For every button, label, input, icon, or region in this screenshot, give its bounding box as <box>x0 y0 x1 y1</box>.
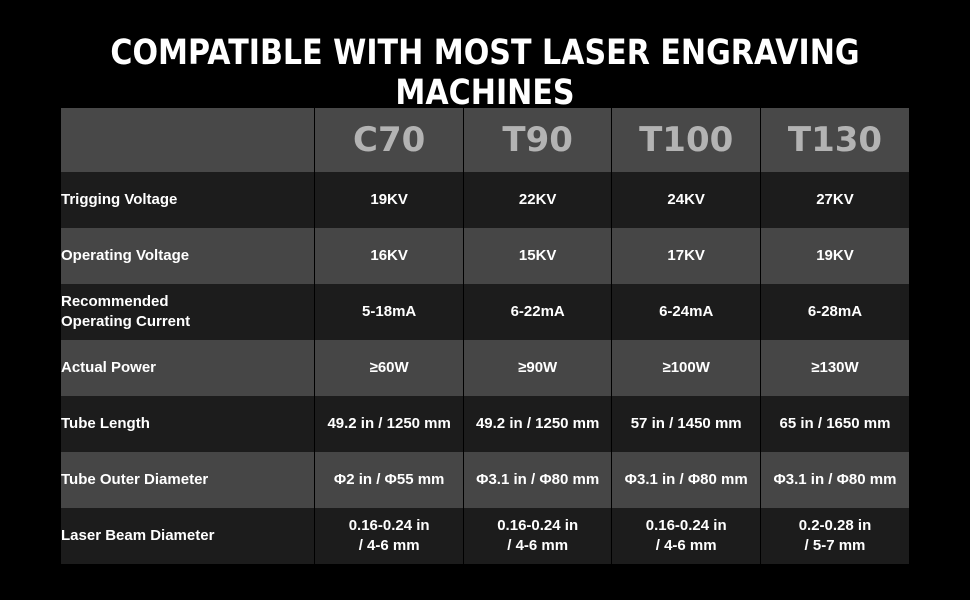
cell-value: 65 in / 1650 mm <box>759 396 909 452</box>
row-label: Recommended Operating Current <box>61 284 315 340</box>
table-row-operating-current: Recommended Operating Current 5-18mA 6-2… <box>61 284 909 340</box>
model-header-t100: T100 <box>611 108 761 172</box>
cell-value-line: / 4-6 mm <box>358 537 420 554</box>
cell-value: 17KV <box>611 228 761 284</box>
cell-value: Φ3.1 in / Φ80 mm <box>611 452 761 508</box>
cell-value: ≥60W <box>314 340 464 396</box>
cell-value: ≥130W <box>759 340 909 396</box>
table-row-trigging-voltage: Trigging Voltage 19KV 22KV 24KV 27KV <box>61 172 909 228</box>
row-label: Tube Outer Diameter <box>61 452 315 508</box>
table-row-tube-outer-diameter: Tube Outer Diameter Φ2 in / Φ55 mm Φ3.1 … <box>61 452 909 508</box>
cell-value-line: 0.16-0.24 in <box>645 517 727 534</box>
table-row-laser-beam-diameter: Laser Beam Diameter 0.16-0.24 in / 4-6 m… <box>61 508 909 564</box>
model-header-t90: T90 <box>462 108 612 172</box>
cell-value: 57 in / 1450 mm <box>611 396 761 452</box>
cell-value: 6-22mA <box>462 284 612 340</box>
cell-value-line: 0.2-0.28 in <box>798 517 872 534</box>
cell-value: 19KV <box>759 228 909 284</box>
row-label: Laser Beam Diameter <box>61 508 315 564</box>
cell-value: 0.16-0.24 in / 4-6 mm <box>462 508 612 564</box>
cell-value: 24KV <box>611 172 761 228</box>
cell-value-line: / 4-6 mm <box>655 537 717 554</box>
cell-value: 27KV <box>759 172 909 228</box>
cell-value: Φ2 in / Φ55 mm <box>314 452 464 508</box>
spec-table: C70 T90 T100 T130 Trigging Voltage 19KV … <box>61 108 909 564</box>
row-label-line: Operating Current <box>61 313 191 330</box>
cell-value: Φ3.1 in / Φ80 mm <box>462 452 612 508</box>
row-label: Actual Power <box>61 340 315 396</box>
cell-value-line: / 4-6 mm <box>507 537 569 554</box>
row-label: Operating Voltage <box>61 228 315 284</box>
model-header-t130: T130 <box>759 108 909 172</box>
cell-value: ≥100W <box>611 340 761 396</box>
cell-value: 16KV <box>314 228 464 284</box>
cell-value-line: / 5-7 mm <box>804 537 866 554</box>
page-title: COMPATIBLE WITH MOST LASER ENGRAVING MAC… <box>110 33 860 113</box>
cell-value: 6-24mA <box>611 284 761 340</box>
cell-value-line: 0.16-0.24 in <box>348 517 430 534</box>
cell-value-line: 0.16-0.24 in <box>497 517 579 534</box>
header-corner-cell <box>61 108 315 172</box>
cell-value: 22KV <box>462 172 612 228</box>
cell-value: 15KV <box>462 228 612 284</box>
cell-value: Φ3.1 in / Φ80 mm <box>759 452 909 508</box>
cell-value: 0.16-0.24 in / 4-6 mm <box>314 508 464 564</box>
cell-value: 49.2 in / 1250 mm <box>314 396 464 452</box>
model-header-c70: C70 <box>314 108 464 172</box>
row-label: Trigging Voltage <box>61 172 315 228</box>
cell-value: ≥90W <box>462 340 612 396</box>
row-label: Tube Length <box>61 396 315 452</box>
cell-value: 49.2 in / 1250 mm <box>462 396 612 452</box>
cell-value: 0.2-0.28 in / 5-7 mm <box>759 508 909 564</box>
table-row-actual-power: Actual Power ≥60W ≥90W ≥100W ≥130W <box>61 340 909 396</box>
table-row-operating-voltage: Operating Voltage 16KV 15KV 17KV 19KV <box>61 228 909 284</box>
table-header-row: C70 T90 T100 T130 <box>61 108 909 172</box>
cell-value: 19KV <box>314 172 464 228</box>
table-row-tube-length: Tube Length 49.2 in / 1250 mm 49.2 in / … <box>61 396 909 452</box>
cell-value: 6-28mA <box>759 284 909 340</box>
row-label-line: Recommended <box>61 293 169 310</box>
cell-value: 5-18mA <box>314 284 464 340</box>
cell-value: 0.16-0.24 in / 4-6 mm <box>611 508 761 564</box>
